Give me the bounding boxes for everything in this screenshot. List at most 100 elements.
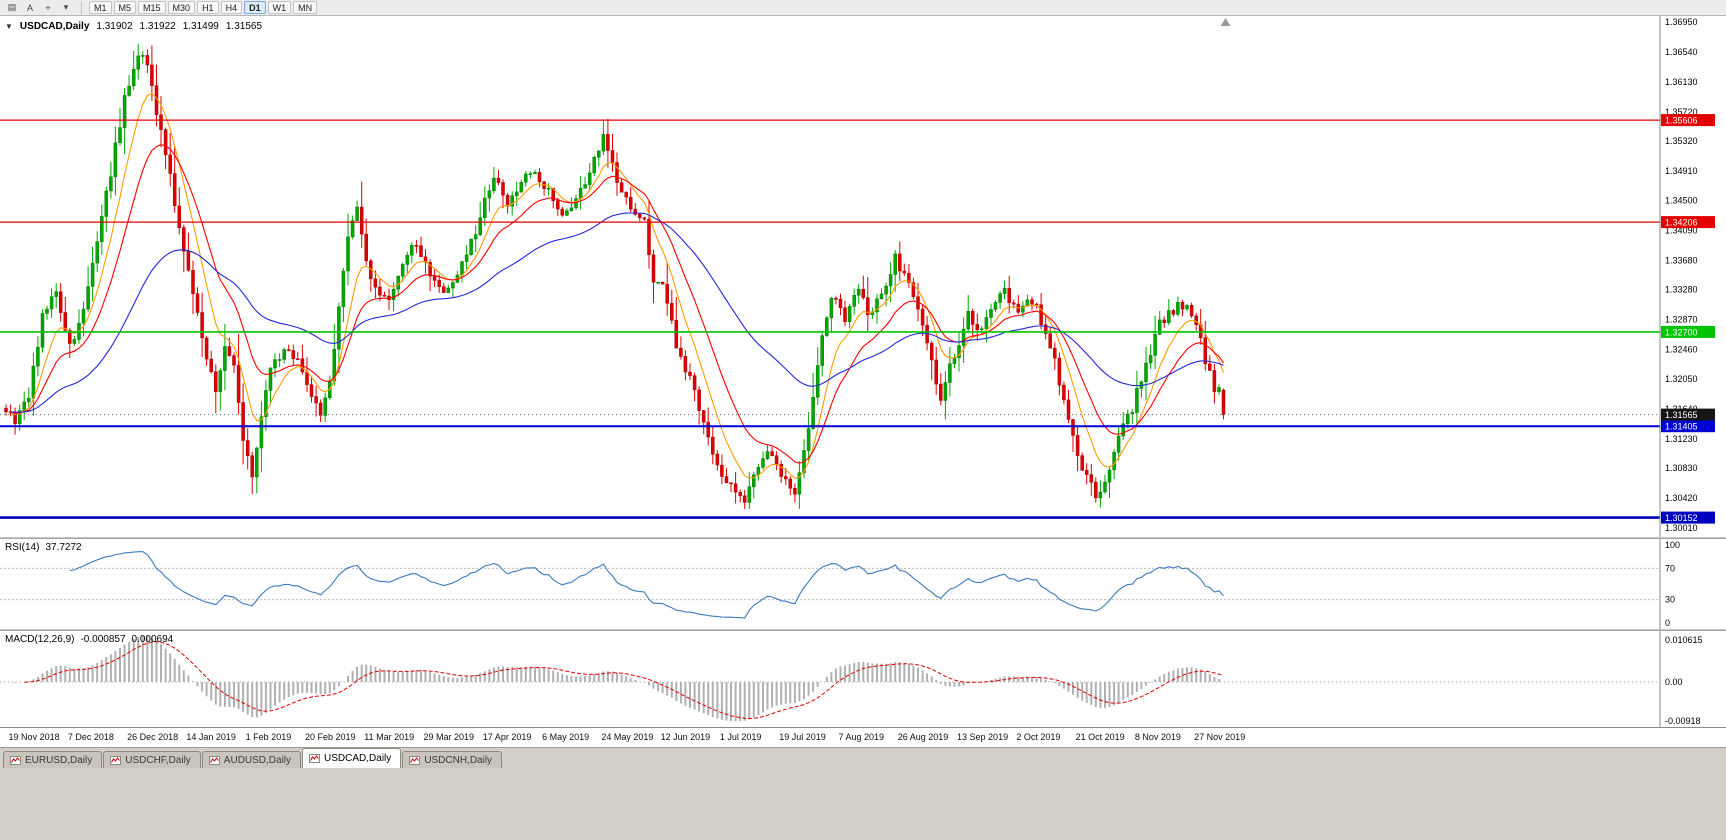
macd-header: MACD(12,26,9) -0.000857 0.000694 bbox=[5, 634, 173, 645]
svg-text:1.34500: 1.34500 bbox=[1665, 196, 1698, 206]
chart-tab-label: USDCAD,Daily bbox=[324, 753, 392, 764]
svg-text:-0.00918: -0.00918 bbox=[1665, 716, 1701, 726]
svg-text:0.010615: 0.010615 bbox=[1665, 635, 1703, 645]
time-axis-label: 21 Oct 2019 bbox=[1075, 732, 1125, 742]
svg-text:1.30420: 1.30420 bbox=[1665, 493, 1698, 503]
svg-text:1.30830: 1.30830 bbox=[1665, 463, 1698, 473]
time-axis-label: 26 Aug 2019 bbox=[897, 732, 949, 742]
svg-text:1.35320: 1.35320 bbox=[1665, 136, 1698, 146]
svg-text:70: 70 bbox=[1665, 563, 1675, 573]
rsi-value: 37.7272 bbox=[45, 542, 82, 553]
font-icon[interactable]: A bbox=[26, 2, 33, 13]
timeframe-button-h1[interactable]: H1 bbox=[197, 1, 219, 14]
chart-tab-label: AUDUSD,Daily bbox=[223, 754, 292, 766]
time-axis-label: 13 Sep 2019 bbox=[957, 732, 1009, 742]
timeframe-button-mn[interactable]: MN bbox=[293, 1, 318, 14]
timeframe-button-m15[interactable]: M15 bbox=[138, 1, 166, 14]
svg-text:1.35720: 1.35720 bbox=[1665, 107, 1698, 117]
symbol-label: USDCAD,Daily bbox=[19, 21, 90, 32]
time-axis-label: 14 Jan 2019 bbox=[186, 732, 236, 742]
time-axis-label: 29 Mar 2019 bbox=[423, 732, 475, 742]
chart-tab-usdchf[interactable]: USDCHF,Daily bbox=[103, 751, 201, 768]
chart-tab-icon bbox=[110, 755, 122, 765]
price-chart-canvas[interactable]: 1.36950 1.36540 1.36130 1.35720 1.35320 1.349… bbox=[0, 16, 1726, 537]
time-axis-label: 6 May 2019 bbox=[542, 732, 590, 742]
ohlc-close: 1.31565 bbox=[225, 21, 263, 32]
timeframe-button-m30[interactable]: M30 bbox=[167, 1, 196, 14]
time-axis-label: 11 Mar 2019 bbox=[364, 732, 415, 742]
time-axis-label: 19 Nov 2018 bbox=[8, 732, 60, 742]
time-axis-label: 1 Feb 2019 bbox=[245, 732, 292, 742]
time-axis-label: 1 Jul 2019 bbox=[719, 732, 762, 742]
timeframe-button-h4[interactable]: H4 bbox=[220, 1, 243, 14]
svg-text:1.31565: 1.31565 bbox=[1665, 410, 1698, 420]
chart-tab-label: USDCNH,Daily bbox=[424, 754, 493, 766]
timeframe-button-w1[interactable]: W1 bbox=[267, 1, 292, 14]
time-axis-label: 17 Apr 2019 bbox=[482, 732, 532, 742]
svg-text:1.30152: 1.30152 bbox=[1665, 513, 1698, 523]
time-axis-label: 19 Jul 2019 bbox=[779, 732, 826, 742]
toolbar-icon-group: ▤ A + ▾ bbox=[4, 1, 74, 14]
time-axis-label: 20 Feb 2019 bbox=[304, 732, 356, 742]
macd-name: MACD(12,26,9) bbox=[5, 634, 75, 645]
chart-tab-audusd[interactable]: AUDUSD,Daily bbox=[201, 751, 302, 768]
svg-text:0: 0 bbox=[1665, 618, 1670, 628]
time-axis-label: 8 Nov 2019 bbox=[1134, 732, 1181, 742]
macd-canvas[interactable]: 0.010615 0.00 -0.00918 bbox=[0, 631, 1726, 727]
macd-indicator-panel[interactable]: 0.010615 0.00 -0.00918 MACD(12,26,9) -0.00… bbox=[0, 631, 1726, 727]
time-axis[interactable]: 19 Nov 2018 7 Dec 2018 26 Dec 2018 14 Jan 2… bbox=[0, 727, 1726, 747]
chart-toolbar: ▤ A + ▾ M1 M5 M15 M30 H1 H4 D1 W1 MN bbox=[0, 0, 1726, 16]
chart-tab-icon bbox=[309, 754, 321, 763]
time-axis-label: 7 Aug 2019 bbox=[838, 732, 885, 742]
svg-text:1.36540: 1.36540 bbox=[1665, 47, 1698, 57]
chart-tab-usdcnh[interactable]: USDCNH,Daily bbox=[402, 751, 503, 768]
crosshair-icon[interactable]: + bbox=[45, 2, 51, 13]
rsi-name: RSI(14) bbox=[5, 542, 40, 553]
chart-tab-icon bbox=[409, 755, 421, 765]
svg-text:1.33680: 1.33680 bbox=[1665, 256, 1698, 266]
svg-text:1.33280: 1.33280 bbox=[1665, 285, 1698, 295]
svg-text:1.30010: 1.30010 bbox=[1665, 523, 1698, 533]
chart-tab-usdcad[interactable]: USDCAD,Daily bbox=[302, 748, 402, 768]
macd-main-value: -0.000857 bbox=[80, 634, 126, 645]
chart-tabs-bar: EURUSD,Daily USDCHF,Daily AUDUSD,Daily USDC… bbox=[0, 747, 1726, 840]
time-axis-label: 24 May 2019 bbox=[601, 732, 654, 742]
chart-tabs: EURUSD,Daily USDCHF,Daily AUDUSD,Daily USDC… bbox=[0, 748, 1726, 768]
svg-text:1.32050: 1.32050 bbox=[1665, 374, 1698, 384]
svg-text:1.32460: 1.32460 bbox=[1665, 344, 1698, 354]
time-axis-label: 26 Dec 2018 bbox=[127, 732, 179, 742]
svg-text:1.31230: 1.31230 bbox=[1665, 434, 1698, 444]
svg-text:0.00: 0.00 bbox=[1665, 677, 1683, 687]
svg-text:1.34206: 1.34206 bbox=[1665, 218, 1698, 228]
rsi-header: RSI(14) 37.7272 bbox=[5, 542, 82, 553]
rsi-canvas[interactable]: 100 70 30 0 bbox=[0, 539, 1726, 629]
svg-text:1.36950: 1.36950 bbox=[1665, 17, 1698, 27]
window-grid-icon[interactable]: ▤ bbox=[7, 2, 17, 12]
time-axis-label: 2 Oct 2019 bbox=[1016, 732, 1061, 742]
svg-text:30: 30 bbox=[1665, 595, 1675, 605]
price-chart-panel[interactable]: 1.36950 1.36540 1.36130 1.35720 1.35320 1.349… bbox=[0, 16, 1726, 537]
svg-text:1.34090: 1.34090 bbox=[1665, 226, 1698, 236]
rsi-panel-separator[interactable] bbox=[0, 537, 1726, 539]
timeframe-button-m1[interactable]: M1 bbox=[89, 1, 112, 14]
svg-text:100: 100 bbox=[1665, 540, 1680, 550]
dropdown-chevron-icon[interactable]: ▾ bbox=[63, 2, 69, 12]
svg-text:1.32870: 1.32870 bbox=[1665, 315, 1698, 325]
timeframe-button-m5[interactable]: M5 bbox=[113, 1, 137, 14]
timeframe-button-d1[interactable]: D1 bbox=[244, 1, 266, 14]
svg-text:1.35606: 1.35606 bbox=[1665, 116, 1698, 126]
svg-text:1.31405: 1.31405 bbox=[1665, 422, 1698, 432]
chart-tab-label: USDCHF,Daily bbox=[125, 754, 191, 766]
timeframe-button-group: M1 M5 M15 M30 H1 H4 D1 W1 MN bbox=[89, 1, 318, 14]
chart-header: ▼ USDCAD,Daily 1.31902 1.31922 1.31499 1… bbox=[5, 21, 262, 32]
macd-panel-separator[interactable] bbox=[0, 629, 1726, 631]
ohlc-high: 1.31922 bbox=[139, 21, 176, 32]
chart-tab-label: EURUSD,Daily bbox=[25, 754, 93, 766]
one-click-trading-expander[interactable]: ▼ bbox=[5, 22, 13, 31]
rsi-indicator-panel[interactable]: 100 70 30 0 RSI(14) 37.7272 bbox=[0, 539, 1726, 629]
chart-tab-eurusd[interactable]: EURUSD,Daily bbox=[3, 751, 103, 768]
svg-text:1.32700: 1.32700 bbox=[1665, 327, 1698, 337]
ohlc-low: 1.31499 bbox=[182, 21, 219, 32]
chart-tab-icon bbox=[208, 755, 220, 765]
